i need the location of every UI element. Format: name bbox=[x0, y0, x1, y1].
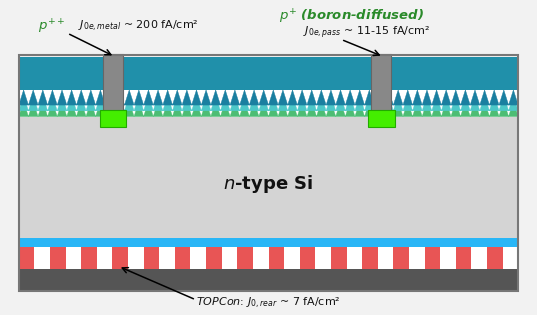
Bar bbox=[34, 247, 50, 269]
Bar bbox=[300, 247, 315, 269]
Bar bbox=[253, 247, 268, 269]
Bar bbox=[128, 247, 143, 269]
Bar bbox=[19, 57, 518, 90]
Bar bbox=[81, 247, 97, 269]
Bar bbox=[99, 110, 126, 127]
Bar bbox=[19, 247, 34, 269]
Bar bbox=[19, 117, 518, 238]
Text: $\mathit{n}$-type Si: $\mathit{n}$-type Si bbox=[223, 173, 314, 195]
Bar bbox=[503, 247, 518, 269]
Bar bbox=[471, 247, 487, 269]
Bar bbox=[362, 247, 378, 269]
Text: $\mathit{TOPCon}$: $J_{0,rear}$ ~ 7 fA/cm²: $\mathit{TOPCon}$: $J_{0,rear}$ ~ 7 fA/c… bbox=[196, 295, 340, 311]
Bar bbox=[440, 247, 456, 269]
Bar bbox=[112, 247, 128, 269]
Text: $J_{0e,metal}$ ~ 200 fA/cm²: $J_{0e,metal}$ ~ 200 fA/cm² bbox=[78, 19, 199, 34]
Bar bbox=[268, 247, 284, 269]
Text: $\mathit{p}^{+}$ (boron-diffused): $\mathit{p}^{+}$ (boron-diffused) bbox=[279, 8, 424, 26]
Bar bbox=[191, 247, 206, 269]
Bar bbox=[50, 247, 66, 269]
Bar bbox=[66, 247, 81, 269]
Bar bbox=[19, 57, 518, 291]
Bar bbox=[331, 247, 346, 269]
Text: $J_{0e,pass}$ ~ 11-15 fA/cm²: $J_{0e,pass}$ ~ 11-15 fA/cm² bbox=[303, 25, 431, 41]
Bar bbox=[19, 269, 518, 291]
Bar bbox=[143, 247, 159, 269]
Polygon shape bbox=[19, 90, 518, 105]
Bar bbox=[19, 55, 518, 291]
Bar bbox=[346, 247, 362, 269]
Bar bbox=[237, 247, 253, 269]
Bar bbox=[456, 247, 471, 269]
Bar bbox=[315, 247, 331, 269]
Bar bbox=[159, 247, 175, 269]
Bar bbox=[222, 247, 237, 269]
Polygon shape bbox=[19, 101, 518, 117]
Bar bbox=[425, 247, 440, 269]
Bar bbox=[206, 247, 222, 269]
Bar bbox=[284, 247, 300, 269]
Text: $\mathit{p}^{++}$: $\mathit{p}^{++}$ bbox=[38, 18, 65, 36]
Bar bbox=[175, 247, 191, 269]
Bar bbox=[97, 247, 112, 269]
Bar bbox=[368, 110, 395, 127]
Bar bbox=[393, 247, 409, 269]
Polygon shape bbox=[19, 96, 518, 111]
Bar bbox=[378, 247, 393, 269]
Bar bbox=[371, 54, 391, 123]
Bar bbox=[103, 54, 123, 123]
Bar bbox=[19, 238, 518, 247]
Bar bbox=[409, 247, 425, 269]
Bar bbox=[487, 247, 503, 269]
